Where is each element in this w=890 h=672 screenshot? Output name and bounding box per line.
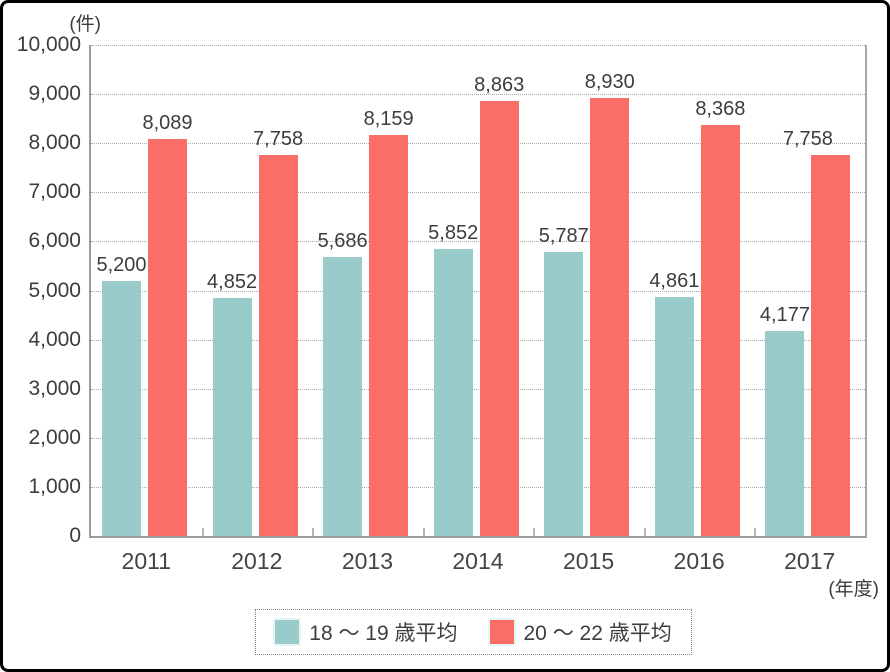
plot-area: 5,200 8,089 4,852 7,758 5,686 8,159 5,852 8,863… xyxy=(89,45,867,538)
bar-18-19-2017 xyxy=(765,330,805,536)
gridline xyxy=(91,486,865,488)
legend-swatch-20-22 xyxy=(489,620,514,644)
y-tick-label: 0 xyxy=(69,524,81,547)
bar-20-22-2015 xyxy=(590,97,630,536)
gridline xyxy=(91,388,865,390)
legend-swatch-18-19 xyxy=(275,620,300,644)
gridline xyxy=(91,192,865,194)
bar-18-19-2011 xyxy=(102,280,141,536)
legend-box: 18 ～ 19 歳平均 20 ～ 22 歳平均 xyxy=(255,609,692,655)
bar-18-19-2015 xyxy=(544,251,584,536)
x-tick-label: 2014 xyxy=(452,548,504,574)
x-axis-tick xyxy=(643,528,646,536)
value-label: 4,852 xyxy=(207,270,258,293)
gridline xyxy=(91,241,865,243)
x-axis-tick xyxy=(422,528,425,536)
value-label: 4,861 xyxy=(649,270,700,293)
x-tick-label: 2011 xyxy=(121,548,172,574)
value-label: 5,852 xyxy=(428,221,479,244)
value-label: 8,089 xyxy=(142,111,193,134)
x-axis-tick xyxy=(754,528,757,536)
gridline xyxy=(91,290,865,292)
value-label: 5,200 xyxy=(96,253,147,276)
y-axis-unit-label: (件) xyxy=(69,14,101,35)
value-label: 7,758 xyxy=(253,128,304,151)
x-tick-label: 2016 xyxy=(673,548,725,574)
bar-20-22-2013 xyxy=(369,135,409,536)
legend-item: 20 ～ 22 歳平均 xyxy=(489,617,672,647)
x-axis-tick xyxy=(533,528,536,536)
value-label: 4,177 xyxy=(759,303,810,326)
value-label: 8,159 xyxy=(363,108,414,131)
gridline xyxy=(91,143,865,145)
x-tick-label: 2015 xyxy=(562,548,615,574)
y-tick-label: 5,000 xyxy=(28,278,81,302)
x-axis-tick xyxy=(312,528,315,536)
legend-item: 18 ～ 19 歳平均 xyxy=(275,617,458,647)
bar-18-19-2013 xyxy=(323,256,363,536)
x-tick-label: 2013 xyxy=(341,548,393,574)
value-label: 8,930 xyxy=(584,70,635,93)
value-label: 8,863 xyxy=(474,73,525,96)
gridline xyxy=(91,45,865,46)
value-label: 7,758 xyxy=(782,128,833,151)
y-tick-label: 6,000 xyxy=(28,229,81,253)
x-tick-label: 2017 xyxy=(784,548,836,574)
x-tick-label: 2012 xyxy=(231,548,283,574)
x-axis-tick xyxy=(201,528,204,536)
y-tick-label: 8,000 xyxy=(28,131,81,155)
bar-20-22-2011 xyxy=(148,138,187,536)
bar-18-19-2014 xyxy=(433,248,473,536)
y-tick-label: 1,000 xyxy=(28,474,81,498)
y-tick-label: 2,000 xyxy=(28,425,81,449)
bar-18-19-2012 xyxy=(212,297,252,536)
plot-inner: 5,200 8,089 4,852 7,758 5,686 8,159 5,852 8,863… xyxy=(91,45,865,536)
value-label: 5,787 xyxy=(538,224,589,247)
y-tick-label: 3,000 xyxy=(28,376,81,400)
y-tick-label: 7,000 xyxy=(28,180,81,204)
y-tick-label: 4,000 xyxy=(28,327,81,351)
legend-label: 20 ～ 22 歳平均 xyxy=(523,622,672,645)
bar-20-22-2017 xyxy=(811,155,851,536)
bar-18-19-2016 xyxy=(654,297,694,536)
gridline xyxy=(91,94,865,96)
legend-label: 18 ～ 19 歳平均 xyxy=(309,622,458,645)
bar-20-22-2012 xyxy=(258,155,298,536)
gridline xyxy=(91,437,865,439)
value-label: 8,368 xyxy=(695,98,746,121)
y-tick-label: 9,000 xyxy=(28,82,81,106)
x-axis-unit-label: (年度) xyxy=(828,579,879,600)
bar-20-22-2016 xyxy=(700,125,740,536)
gridline xyxy=(91,339,865,341)
bar-20-22-2014 xyxy=(479,100,519,536)
value-label: 5,686 xyxy=(317,229,368,252)
y-tick-label: 10,000 xyxy=(16,33,81,56)
